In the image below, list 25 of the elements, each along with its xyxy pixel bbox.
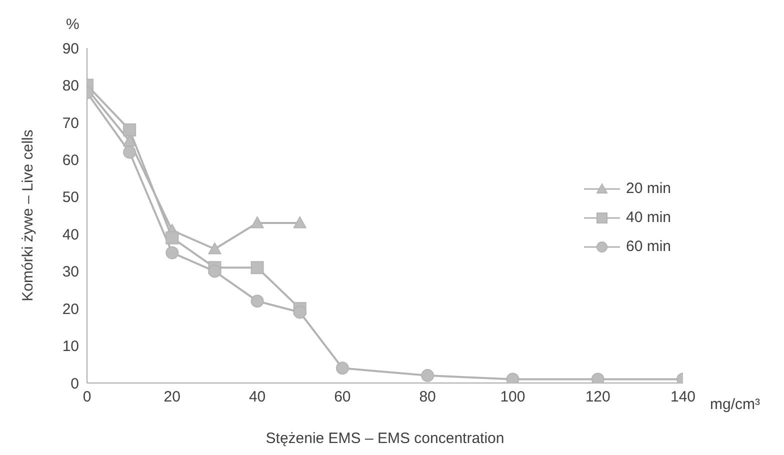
x-tick-label: 120 xyxy=(585,388,610,406)
x-tick-label: 60 xyxy=(334,388,351,406)
y-tick-label: 80 xyxy=(62,78,79,95)
text: % xyxy=(66,16,80,33)
x-tick-label: 0 xyxy=(82,388,92,406)
y-axis-title: Komórki żywe – Live cells xyxy=(19,130,36,302)
y-tick-label: 60 xyxy=(62,152,79,169)
legend-label: 40 min xyxy=(626,209,672,226)
y-tick-label: 90 xyxy=(62,40,79,58)
x-tick-label: 20 xyxy=(164,388,180,406)
x-axis-title: Stężenie EMS – EMS concentration xyxy=(266,430,504,447)
legend-label: 60 min xyxy=(626,238,672,255)
y-tick-label: 30 xyxy=(62,264,79,281)
x-tick-label: 80 xyxy=(419,388,436,406)
x-tick-label: 40 xyxy=(248,388,266,406)
x-tick-label: 140 xyxy=(670,388,696,406)
y-tick-label: 0 xyxy=(70,375,79,392)
y-tick-label: 50 xyxy=(62,189,79,206)
y-tick-label: 10 xyxy=(62,338,79,356)
y-tick-label: 20 xyxy=(62,300,79,318)
y-tick-label: 70 xyxy=(62,114,79,132)
x-tick-label: 100 xyxy=(500,388,526,406)
legend-label: 20 min xyxy=(626,180,672,197)
text: mg/cm³ xyxy=(710,396,760,413)
y-tick-label: 40 xyxy=(62,226,79,244)
